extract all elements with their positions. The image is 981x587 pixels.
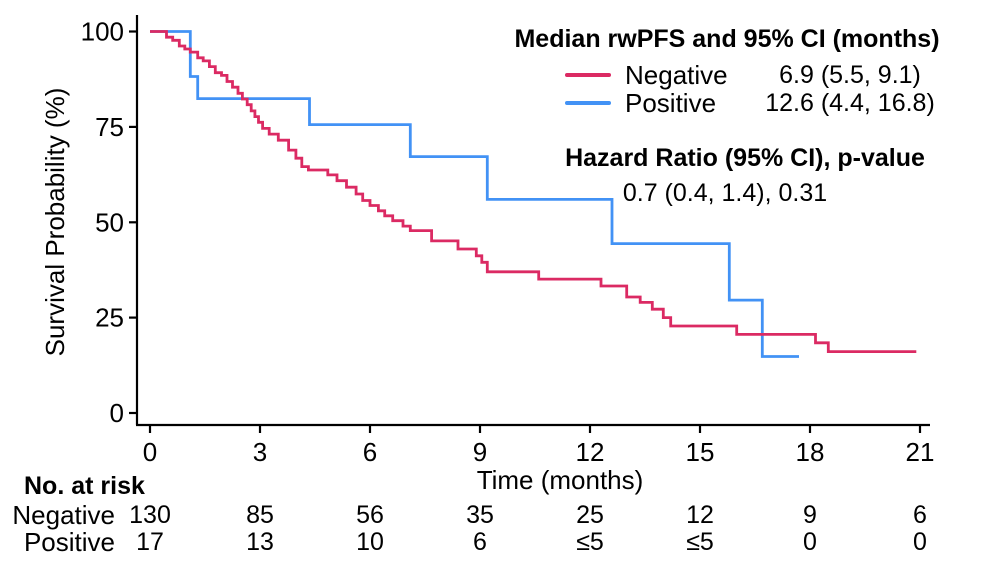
risk-row-label-positive: Positive	[23, 527, 115, 557]
y-tick-label: 50	[95, 207, 124, 237]
risk-row-label-negative: Negative	[12, 500, 115, 530]
risk-count-positive-m6: 10	[356, 528, 384, 556]
x-tick-label: 18	[796, 437, 825, 467]
risk-count-positive-m18: 0	[803, 528, 817, 556]
negative-curve	[150, 30, 917, 353]
risk-count-negative-m9: 35	[466, 501, 494, 529]
y-tick-label: 100	[81, 17, 124, 47]
x-axis-ticks: 0 3 6 9 12 15 18 21	[143, 425, 935, 467]
hazard-ratio-value: 0.7 (0.4, 1.4), 0.31	[622, 179, 828, 207]
risk-count-positive-m0: 17	[136, 528, 164, 556]
x-tick-label: 12	[576, 437, 605, 467]
x-tick-label: 21	[906, 437, 935, 467]
risk-count-negative-m21: 6	[913, 501, 927, 529]
risk-count-positive-m15: ≤5	[686, 528, 714, 556]
risk-count-negative-m15: 12	[686, 501, 714, 529]
risk-table-title: No. at risk	[24, 472, 145, 500]
x-tick-label: 15	[686, 437, 715, 467]
positive-legend-label: Positive	[625, 88, 717, 118]
risk-count-negative-m3: 85	[246, 501, 274, 529]
legend-header: Median rwPFS and 95% CI (months)	[514, 25, 940, 53]
risk-count-positive-m21: 0	[913, 528, 927, 556]
x-tick-label: 6	[363, 437, 377, 467]
legend-row-negative: Negative 6.9 (5.5, 9.1)	[505, 61, 955, 89]
risk-count-positive-m12: ≤5	[576, 528, 604, 556]
legend-row-positive: Positive 12.6 (4.4, 16.8)	[505, 89, 955, 117]
negative-median-ci: 6.9 (5.5, 9.1)	[779, 61, 921, 89]
y-tick-label: 0	[110, 398, 124, 428]
hazard-ratio-header: Hazard Ratio (95% CI), p-value	[565, 144, 925, 172]
negative-legend-label: Negative	[625, 60, 728, 90]
y-axis-ticks: 0 25 50 75 100	[81, 17, 137, 428]
risk-count-positive-m3: 13	[246, 528, 274, 556]
negative-line-swatch	[565, 73, 611, 77]
risk-count-negative-m18: 9	[803, 501, 817, 529]
y-tick-label: 25	[95, 303, 124, 333]
risk-count-negative-m0: 130	[129, 501, 171, 529]
risk-count-negative-m12: 25	[576, 501, 604, 529]
x-tick-label: 0	[143, 437, 157, 467]
positive-curve	[150, 30, 799, 358]
x-axis-title: Time (months)	[477, 465, 644, 495]
risk-count-negative-m6: 56	[356, 501, 384, 529]
positive-line-swatch	[565, 101, 611, 105]
y-tick-label: 75	[95, 112, 124, 142]
risk-count-positive-m9: 6	[473, 528, 487, 556]
x-tick-label: 3	[253, 437, 267, 467]
y-axis-title: Survival Probability (%)	[40, 88, 70, 357]
positive-median-ci: 12.6 (4.4, 16.8)	[765, 89, 935, 117]
x-tick-label: 9	[473, 437, 487, 467]
